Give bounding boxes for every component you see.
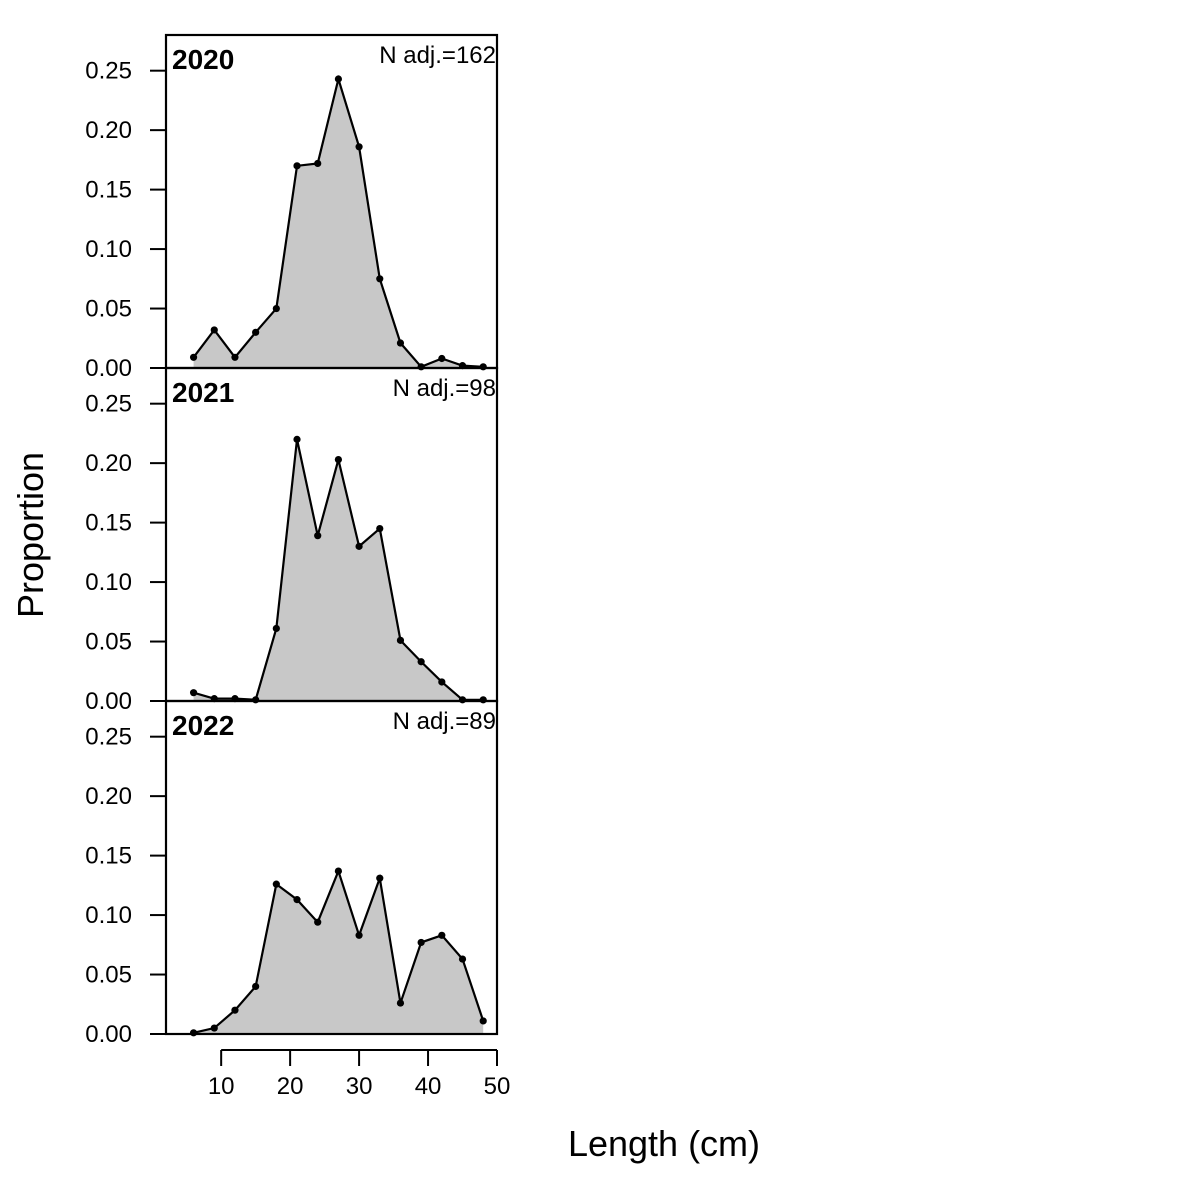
data-point-2021-48 bbox=[479, 696, 487, 704]
panel-n-label-2021: N adj.=98 bbox=[393, 375, 496, 402]
data-point-2020-27 bbox=[334, 75, 342, 83]
data-point-2021-33 bbox=[376, 524, 384, 533]
panel-n-label-2020: N adj.=162 bbox=[379, 42, 496, 69]
panel-year-label-2022: 2022 bbox=[172, 710, 234, 741]
data-point-2021-18 bbox=[272, 624, 280, 633]
data-point-2022-30 bbox=[355, 931, 363, 939]
data-point-2020-12 bbox=[231, 353, 239, 361]
area-fill-2020 bbox=[193, 79, 484, 368]
data-point-2020-9 bbox=[210, 326, 218, 334]
y-tick-label-2020-0.05: 0.05 bbox=[85, 296, 132, 323]
y-tick-label-2022-0.00: 0.00 bbox=[85, 1021, 132, 1048]
data-point-2020-24 bbox=[314, 159, 322, 168]
data-point-2021-45 bbox=[458, 696, 467, 704]
y-tick-label-2022-0.20: 0.20 bbox=[85, 783, 132, 810]
x-axis-title: Length (cm) bbox=[568, 1123, 760, 1164]
data-point-2021-36 bbox=[396, 636, 405, 644]
y-tick-label-2021-0.10: 0.10 bbox=[85, 569, 132, 596]
panel-frame-2022 bbox=[164, 699, 499, 1036]
data-point-2020-39 bbox=[417, 363, 425, 371]
data-point-2021-27 bbox=[334, 455, 342, 464]
data-point-2020-48 bbox=[479, 363, 487, 371]
data-point-2021-42 bbox=[438, 678, 446, 686]
data-point-2022-6 bbox=[189, 1029, 198, 1037]
panel-year-label-2021: 2021 bbox=[172, 377, 234, 408]
panel-n-label-2022: N adj.=89 bbox=[393, 708, 496, 735]
x-tick-label-50: 50 bbox=[484, 1073, 511, 1100]
data-point-2022-36 bbox=[396, 999, 405, 1007]
y-tick-label-2021-0.15: 0.15 bbox=[85, 510, 132, 537]
panels-group: 0.000.050.100.150.200.25 2020 N adj.=1620.… bbox=[85, 33, 499, 1048]
data-point-2022-48 bbox=[479, 1017, 487, 1025]
y-tick-label-2021-0.00: 0.00 bbox=[85, 688, 132, 715]
y-tick-label-2021-0.05: 0.05 bbox=[85, 629, 132, 656]
data-point-2021-39 bbox=[417, 658, 425, 666]
data-point-2022-15 bbox=[252, 982, 260, 991]
data-point-2022-39 bbox=[417, 938, 425, 947]
panel-2020: 0.00 0.05 0.10 0.15 0.20 0.25 2020 N adj.=162 bbox=[85, 33, 499, 382]
data-point-2022-9 bbox=[210, 1024, 218, 1032]
x-tick-label-40: 40 bbox=[415, 1073, 442, 1100]
y-tick-label-2022-0.25: 0.25 bbox=[85, 724, 132, 751]
y-tick-label-2020-0.20: 0.20 bbox=[85, 117, 132, 144]
y-tick-label-2021-0.25: 0.25 bbox=[85, 391, 132, 418]
data-point-2022-21 bbox=[293, 896, 301, 904]
y-tick-label-2022-0.10: 0.10 bbox=[85, 902, 132, 929]
data-point-2022-33 bbox=[376, 874, 384, 882]
y-axis-title: Proportion bbox=[10, 452, 51, 618]
data-point-2020-15 bbox=[252, 328, 260, 336]
data-point-2021-6 bbox=[189, 689, 198, 697]
data-point-2021-24 bbox=[314, 532, 322, 540]
x-tick-label-30: 30 bbox=[346, 1073, 373, 1100]
panel-2022: 0.00 0.05 0.10 0.15 0.20 0.25 2022 N adj.=89 bbox=[85, 699, 499, 1048]
data-point-2022-27 bbox=[334, 867, 342, 875]
data-point-2020-42 bbox=[438, 354, 446, 363]
data-point-2020-6 bbox=[189, 353, 198, 361]
y-tick-label-2021-0.20: 0.20 bbox=[85, 450, 132, 477]
area-fill-2022 bbox=[193, 871, 484, 1034]
data-point-2022-12 bbox=[231, 1006, 239, 1014]
y-tick-label-2020-0.10: 0.10 bbox=[85, 236, 132, 263]
y-tick-label-2020-0.15: 0.15 bbox=[85, 177, 132, 204]
data-point-2020-36 bbox=[396, 339, 405, 347]
panel-2021: 0.00 0.05 0.10 0.15 0.20 0.25 2021 N adj.=98 bbox=[85, 366, 499, 715]
data-point-2021-30 bbox=[355, 542, 363, 550]
x-tick-label-10: 10 bbox=[208, 1073, 235, 1100]
data-point-2020-30 bbox=[355, 143, 363, 151]
data-point-2022-18 bbox=[272, 880, 280, 888]
y-tick-label-2020-0.25: 0.25 bbox=[85, 58, 132, 85]
area-fill-2021 bbox=[193, 439, 484, 701]
panel-year-label-2020: 2020 bbox=[172, 44, 234, 75]
data-point-2020-33 bbox=[376, 275, 384, 283]
data-point-2022-42 bbox=[438, 931, 446, 939]
y-tick-label-2020-0.00: 0.00 bbox=[85, 355, 132, 382]
data-point-2021-21 bbox=[293, 435, 301, 443]
x-axis: 10 20 30 40 50 bbox=[208, 1049, 511, 1100]
data-point-2022-24 bbox=[314, 918, 322, 926]
y-tick-label-2022-0.05: 0.05 bbox=[85, 962, 132, 989]
data-point-2021-15 bbox=[252, 696, 260, 704]
data-point-2020-18 bbox=[272, 304, 280, 313]
data-point-2022-45 bbox=[458, 955, 467, 963]
y-tick-label-2022-0.15: 0.15 bbox=[85, 843, 132, 870]
data-point-2020-21 bbox=[293, 162, 301, 170]
x-tick-label-20: 20 bbox=[277, 1073, 304, 1100]
